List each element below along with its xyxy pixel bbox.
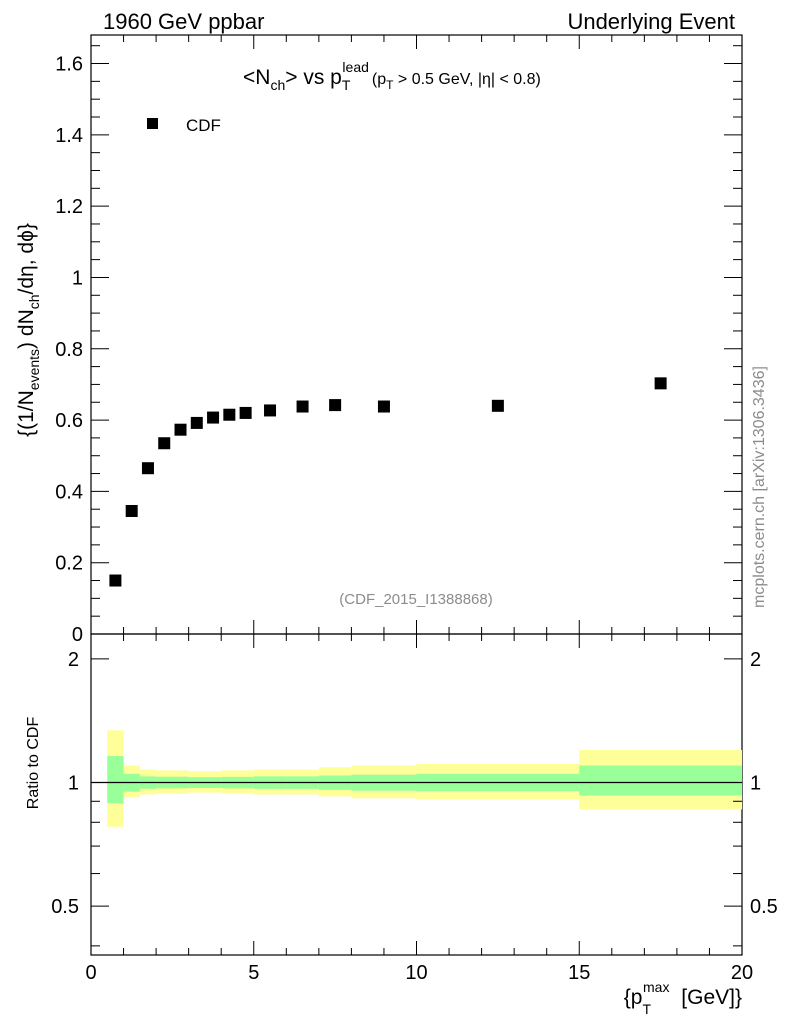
- data-point: [491, 399, 504, 412]
- data-point: [654, 377, 667, 390]
- ratio-y-tick-label-right: 2: [750, 649, 761, 671]
- header-left: 1960 GeV ppbar: [103, 9, 264, 34]
- legend: CDF: [147, 116, 221, 135]
- ratio-axes: 0 5 10 15 20 0.5 0.5 1 1 2 2: [51, 634, 778, 984]
- data-point: [158, 437, 171, 450]
- svg-text:{pTmax [GeV]}: {pTmax [GeV]}: [624, 979, 742, 1017]
- x-tick-label: 0: [85, 962, 96, 984]
- ratio-y-tick-label-left: 2: [68, 649, 79, 671]
- data-point: [239, 406, 252, 419]
- ratio-y-tick-label-left: 0.5: [51, 896, 79, 918]
- main-data-points: [109, 377, 667, 587]
- main-y-tick-label: 1: [72, 267, 83, 289]
- main-y-tick-label: 1.6: [55, 54, 83, 76]
- main-y-axis-label: {(1/Nevents) dNch/dη, dϕ}: [15, 223, 42, 437]
- main-y-tick-label: 0: [72, 624, 83, 646]
- x-tick-label: 5: [248, 962, 259, 984]
- data-point: [329, 399, 342, 412]
- data-point: [223, 408, 236, 421]
- main-axes: 0 0.2 0.4 0.6 0.8 1 1.2 1.4 1.6: [55, 35, 743, 646]
- data-point: [377, 400, 390, 413]
- x-tick-label: 10: [405, 962, 427, 984]
- ratio-bands: [107, 730, 742, 827]
- data-point: [174, 423, 187, 436]
- x-tick-label: 15: [568, 962, 590, 984]
- data-point: [109, 574, 122, 587]
- data-point: [125, 504, 138, 517]
- data-point: [264, 404, 277, 417]
- legend-marker-cdf: [147, 118, 158, 129]
- data-point: [207, 411, 220, 424]
- ratio-y-tick-label-right: 1: [750, 772, 761, 794]
- data-point: [190, 416, 203, 429]
- ratio-y-tick-label-right: 0.5: [750, 896, 778, 918]
- ratio-band-inner: [579, 765, 742, 796]
- ratio-y-axis-label: Ratio to CDF: [25, 717, 42, 810]
- svg-text:<Nch> vs pTlead(pT > 0.5 GeV,: <Nch> vs pTlead(pT > 0.5 GeV, |η| < 0.8): [243, 59, 541, 93]
- main-y-tick-label: 0.8: [55, 339, 83, 361]
- main-y-tick-label: 0.4: [55, 481, 83, 503]
- main-y-tick-label: 1.4: [55, 125, 83, 147]
- x-tick-label: 20: [731, 962, 753, 984]
- main-y-tick-label: 0.2: [55, 553, 83, 575]
- data-point: [296, 400, 309, 413]
- main-y-tick-label: 0.6: [55, 410, 83, 432]
- data-point: [141, 462, 154, 475]
- legend-label-cdf: CDF: [186, 116, 221, 135]
- analysis-id-annotation: (CDF_2015_I1388868): [339, 591, 492, 608]
- ratio-band-inner: [107, 756, 124, 804]
- header-right: Underlying Event: [567, 9, 735, 34]
- main-y-tick-label: 1.2: [55, 196, 83, 218]
- ratio-y-tick-label-left: 1: [68, 772, 79, 794]
- x-axis-label: {pTmax [GeV]}: [624, 979, 742, 1017]
- side-label: mcplots.cern.ch [arXiv:1306.3436]: [751, 366, 768, 608]
- svg-text:{(1/Nevents) dNch/dη, dϕ}: {(1/Nevents) dNch/dη, dϕ}: [15, 223, 42, 437]
- main-chart-title: <Nch> vs pTlead(pT > 0.5 GeV, |η| < 0.8): [243, 59, 541, 93]
